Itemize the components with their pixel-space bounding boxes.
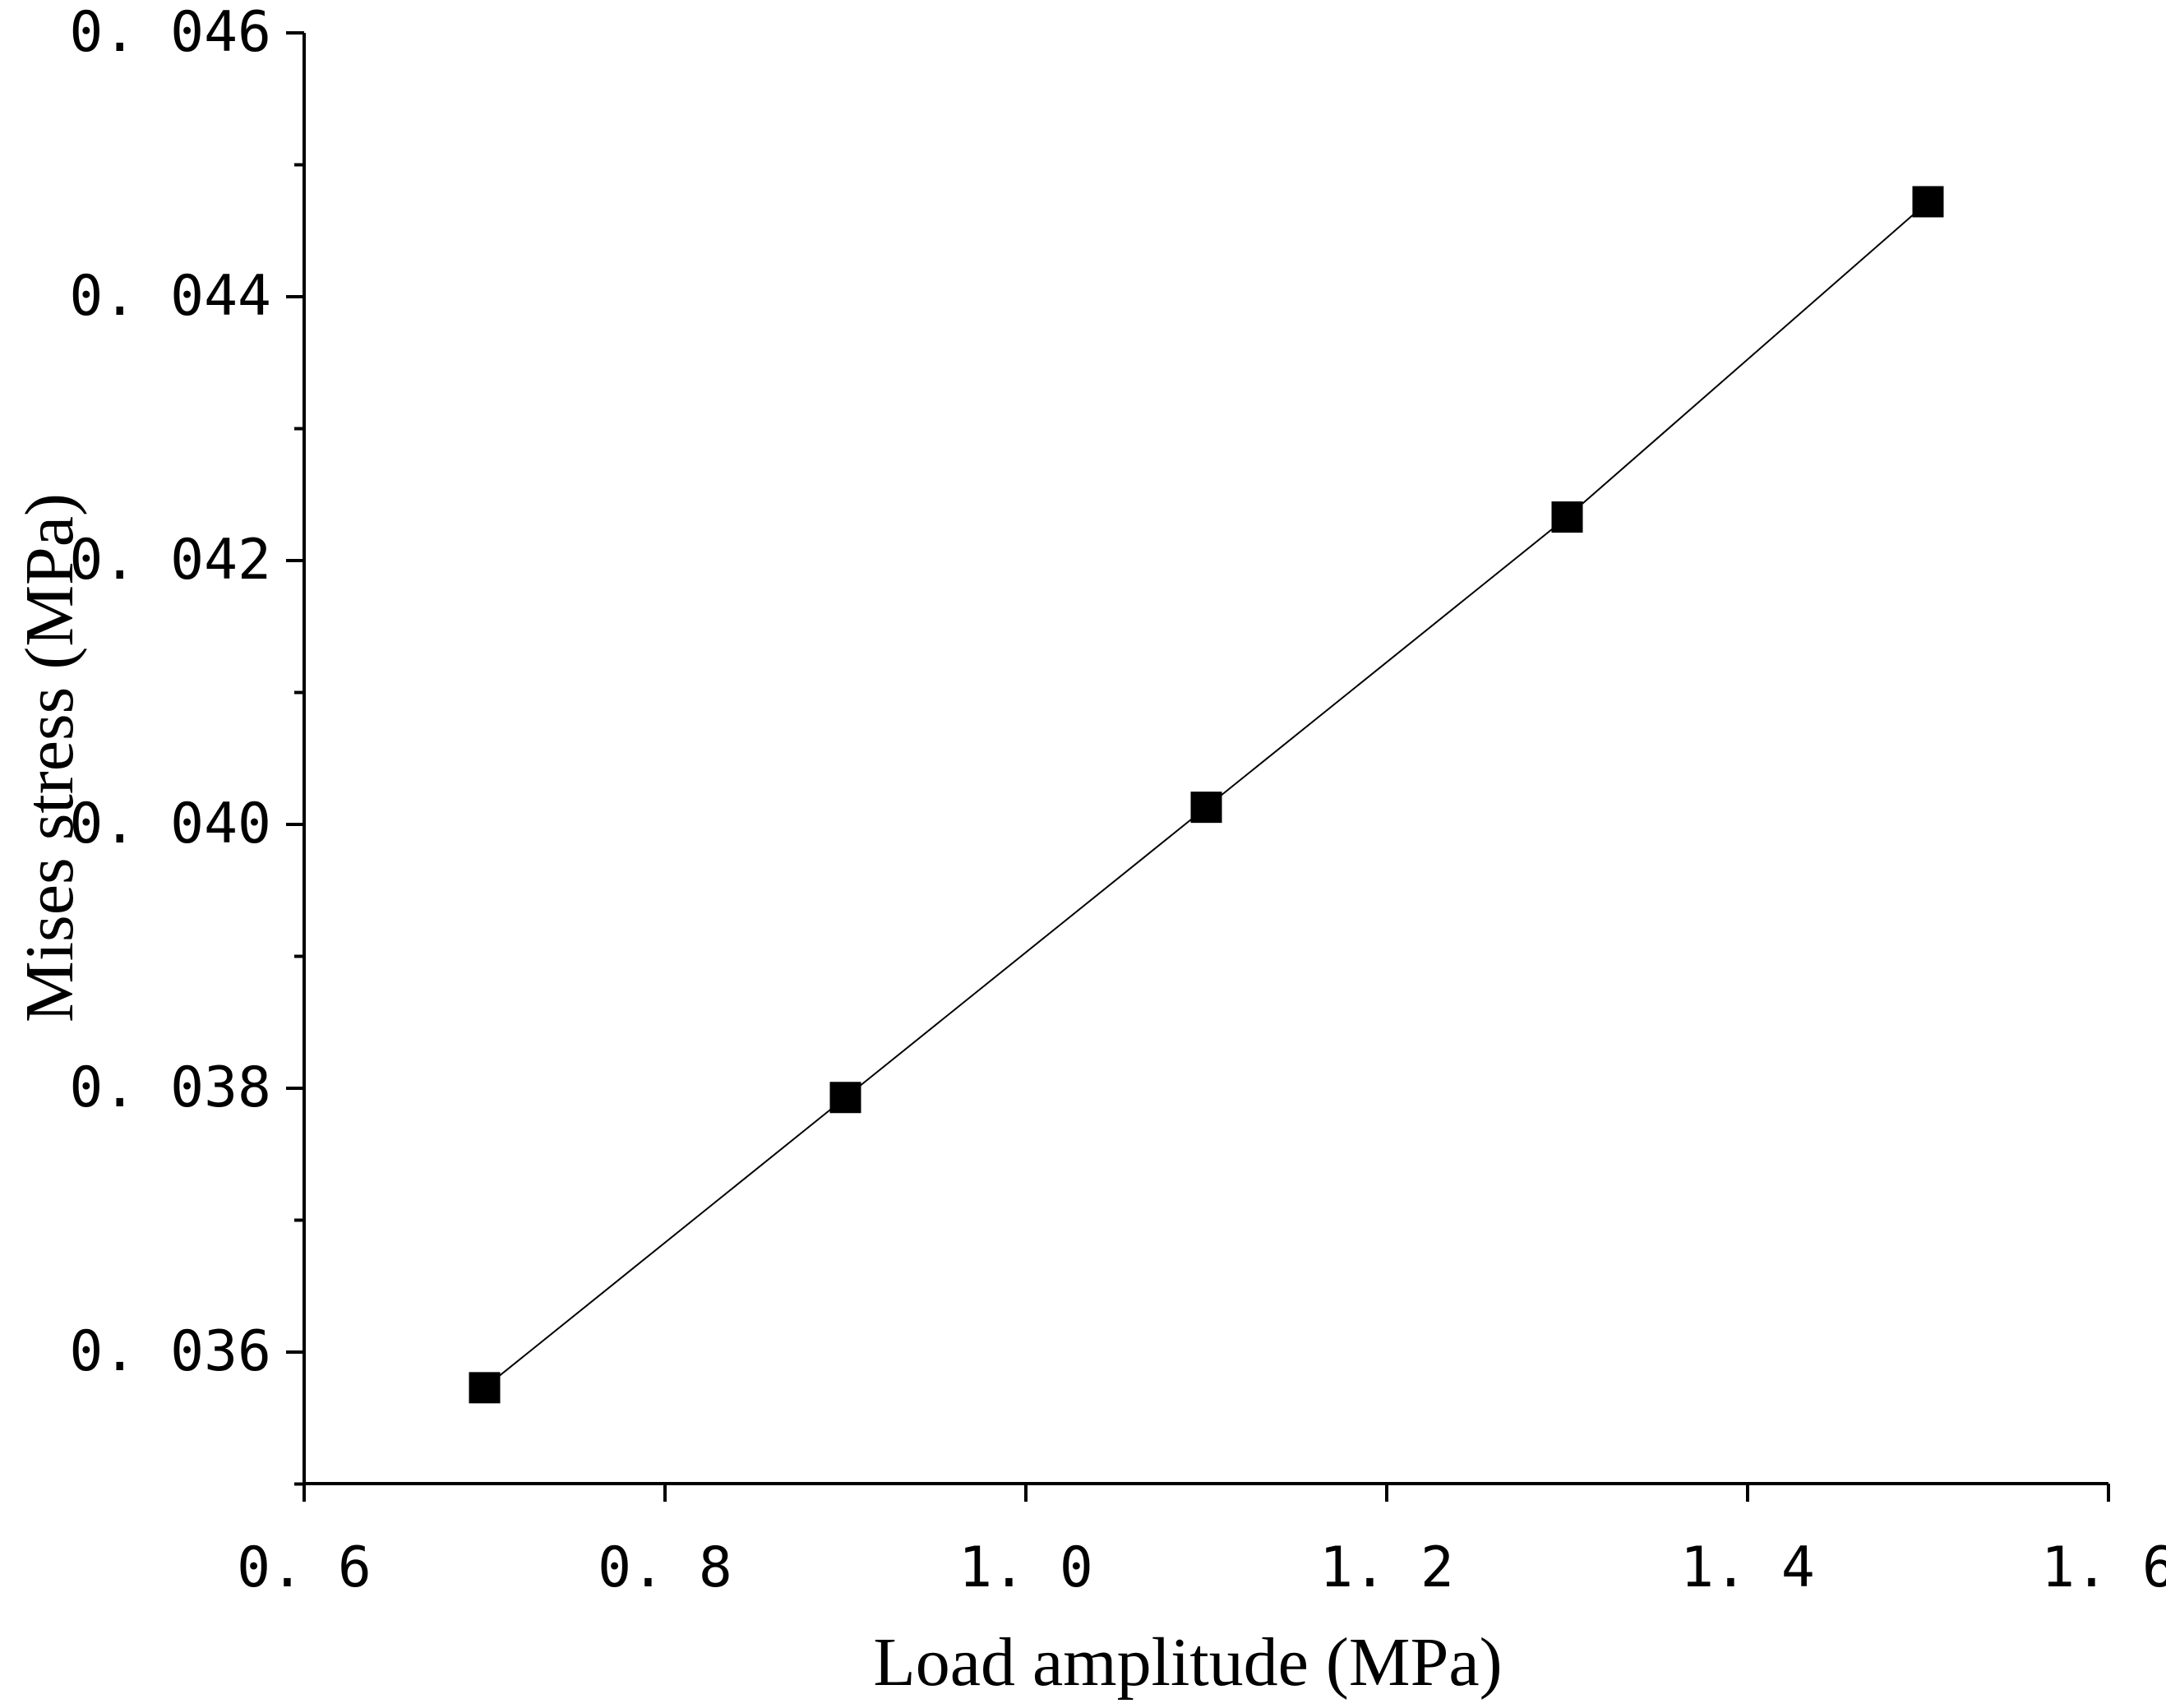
x-tick-label: 0. 6 (237, 1535, 372, 1600)
x-tick-label: 1. 6 (2041, 1535, 2166, 1600)
y-tick-label: 0. 044 (69, 264, 271, 329)
y-tick-label: 0. 040 (69, 792, 271, 856)
y-axis-title: Mises stress (MPa) (12, 493, 88, 1022)
y-tick-label: 0. 046 (69, 0, 271, 65)
data-point-marker (829, 1082, 861, 1114)
data-point-marker (1551, 501, 1583, 533)
x-ticks: 0. 6 0. 8 1. 0 1. 2 1. 4 1. 6 (237, 1484, 2166, 1600)
x-axis-title: Load amplitude (MPa) (873, 1624, 1502, 1701)
y-ticks: 0. 036 0. 038 0. 040 0. 042 0. 044 0. 046 (69, 0, 304, 1486)
data-point-marker (1190, 792, 1222, 824)
series-layer (469, 186, 1944, 1404)
y-tick-label: 0. 042 (69, 528, 271, 593)
x-tick-label: 0. 8 (598, 1535, 732, 1600)
data-point-marker (1912, 186, 1944, 218)
x-tick-label: 1. 4 (1680, 1535, 1815, 1600)
data-point-marker (469, 1372, 501, 1404)
x-tick-label: 1. 2 (1319, 1535, 1454, 1600)
x-tick-label: 1. 0 (958, 1535, 1093, 1600)
y-tick-label: 0. 036 (69, 1319, 271, 1384)
y-tick-label: 0. 038 (69, 1055, 271, 1120)
axes (303, 33, 2108, 1485)
